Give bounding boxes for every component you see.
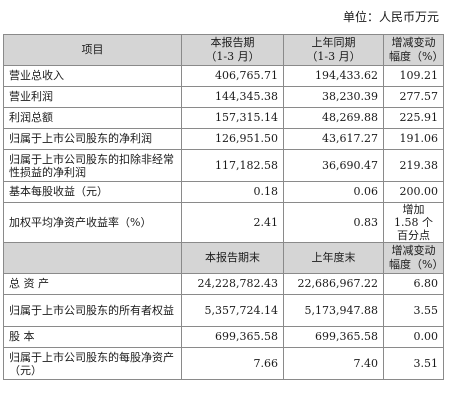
unit-label: 单位：人民币万元 [342, 10, 439, 24]
header-prior-period: 上年同期 （1-3 月） [283, 34, 384, 66]
table-row: 归属于上市公司股东的每股净资产（元） 7.66 7.40 3.51 [3, 347, 444, 380]
row-label: 加权平均净资产收益率（%） [3, 202, 182, 243]
financial-summary-table: 项目 本报告期 （1-3 月） 上年同期 （1-3 月） 增减变动 幅度（%） … [3, 34, 444, 380]
row-prior: 0.83 [283, 202, 384, 243]
row-label: 归属于上市公司股东的每股净资产（元） [3, 347, 182, 380]
table-row: 股 本 699,365.58 699,365.58 0.00 [3, 326, 444, 348]
row-change: 200.00 [383, 181, 444, 203]
row-current: 406,765.71 [181, 65, 284, 87]
header-prior-year-end: 上年度末 [283, 242, 384, 274]
table-row: 加权平均净资产收益率（%） 2.41 0.83 增加 1.58 个百分点 [3, 202, 444, 243]
row-label: 归属于上市公司股东的扣除非经常性损益的净利润 [3, 149, 182, 182]
row-prior: 43,617.27 [283, 128, 384, 150]
table-row: 基本每股收益（元） 0.18 0.06 200.00 [3, 181, 444, 203]
row-label: 营业总收入 [3, 65, 182, 87]
row-label: 归属于上市公司股东的所有者权益 [3, 294, 182, 327]
row-label: 股 本 [3, 326, 182, 348]
row-change: 增加 1.58 个百分点 [383, 202, 444, 243]
table-row: 归属于上市公司股东的所有者权益 5,357,724.14 5,173,947.8… [3, 294, 444, 327]
row-change: 225.91 [383, 107, 444, 129]
header-item: 项目 [3, 34, 182, 66]
row-change: 3.55 [383, 294, 444, 327]
row-change: 3.51 [383, 347, 444, 380]
row-label: 基本每股收益（元） [3, 181, 182, 203]
row-current: 5,357,724.14 [181, 294, 284, 327]
row-prior: 5,173,947.88 [283, 294, 384, 327]
row-label: 利润总额 [3, 107, 182, 129]
row-prior: 22,686,967.22 [283, 273, 384, 295]
row-prior: 7.40 [283, 347, 384, 380]
row-current: 144,345.38 [181, 86, 284, 108]
row-current: 24,228,782.43 [181, 273, 284, 295]
row-change: 191.06 [383, 128, 444, 150]
row-prior: 36,690.47 [283, 149, 384, 182]
row-label: 营业利润 [3, 86, 182, 108]
row-change: 277.57 [383, 86, 444, 108]
header-current-period: 本报告期 （1-3 月） [181, 34, 284, 66]
header-change: 增减变动 幅度（%） [383, 34, 444, 66]
table-header-row: 项目 本报告期 （1-3 月） 上年同期 （1-3 月） 增减变动 幅度（%） [3, 34, 444, 66]
table-row: 归属于上市公司股东的净利润 126,951.50 43,617.27 191.0… [3, 128, 444, 150]
row-prior: 38,230.39 [283, 86, 384, 108]
table-row: 营业利润 144,345.38 38,230.39 277.57 [3, 86, 444, 108]
row-change: 219.38 [383, 149, 444, 182]
header-item-blank [3, 242, 182, 274]
row-current: 126,951.50 [181, 128, 284, 150]
row-label: 归属于上市公司股东的净利润 [3, 128, 182, 150]
row-current: 699,365.58 [181, 326, 284, 348]
row-prior: 699,365.58 [283, 326, 384, 348]
row-change: 0.00 [383, 326, 444, 348]
row-current: 117,182.58 [181, 149, 284, 182]
table-row: 总 资 产 24,228,782.43 22,686,967.22 6.80 [3, 273, 444, 295]
table-row: 营业总收入 406,765.71 194,433.62 109.21 [3, 65, 444, 87]
row-change: 6.80 [383, 273, 444, 295]
row-label: 总 资 产 [3, 273, 182, 295]
row-prior: 48,269.88 [283, 107, 384, 129]
row-change: 109.21 [383, 65, 444, 87]
header-change: 增减变动 幅度（%） [383, 242, 444, 274]
row-prior: 0.06 [283, 181, 384, 203]
table-row: 归属于上市公司股东的扣除非经常性损益的净利润 117,182.58 36,690… [3, 149, 444, 182]
table-row: 利润总额 157,315.14 48,269.88 225.91 [3, 107, 444, 129]
table-header-row: 本报告期末 上年度末 增减变动 幅度（%） [3, 242, 444, 274]
row-current: 2.41 [181, 202, 284, 243]
row-current: 7.66 [181, 347, 284, 380]
header-period-end: 本报告期末 [181, 242, 284, 274]
row-current: 157,315.14 [181, 107, 284, 129]
row-current: 0.18 [181, 181, 284, 203]
row-prior: 194,433.62 [283, 65, 384, 87]
